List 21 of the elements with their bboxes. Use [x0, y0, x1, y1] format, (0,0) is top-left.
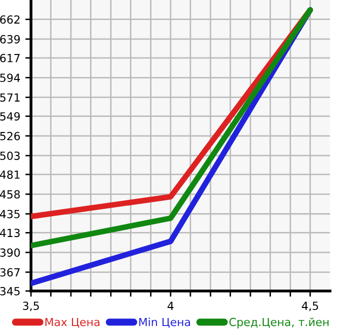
y-tick-label: 345: [0, 286, 20, 296]
y-tick-label: 594: [0, 74, 20, 82]
y-tick-label: 549: [0, 112, 20, 121]
x-tick-label: 4,5: [302, 302, 318, 312]
y-tick-label: 435: [0, 210, 20, 218]
legend-label: Max Цена: [45, 318, 100, 328]
legend-label: Min Цена: [139, 318, 190, 328]
y-tick-label: 481: [0, 170, 20, 179]
y-tick-label: 639: [0, 35, 20, 44]
y-tick-label: 413: [0, 228, 20, 238]
x-tick-label: 3,5: [23, 302, 39, 312]
legend-label: Сред.Цена, т.йен: [229, 318, 329, 328]
y-tick-label: 662: [0, 15, 20, 24]
y-tick-label: 458: [0, 190, 20, 199]
y-tick-label: 367: [0, 268, 20, 277]
y-tick-label: 390: [0, 248, 20, 257]
y-tick-label: 617: [0, 54, 20, 62]
x-tick-label: 4: [168, 302, 174, 310]
y-tick-label: 526: [0, 132, 20, 140]
y-tick-label: 571: [0, 93, 20, 102]
y-tick-label: 503: [0, 152, 20, 160]
